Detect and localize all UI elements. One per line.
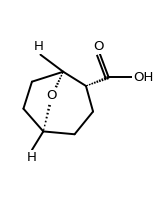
- Text: O: O: [93, 40, 104, 53]
- Text: H: H: [27, 151, 37, 164]
- Text: OH: OH: [134, 71, 154, 84]
- Text: O: O: [47, 89, 57, 102]
- Text: H: H: [34, 40, 44, 53]
